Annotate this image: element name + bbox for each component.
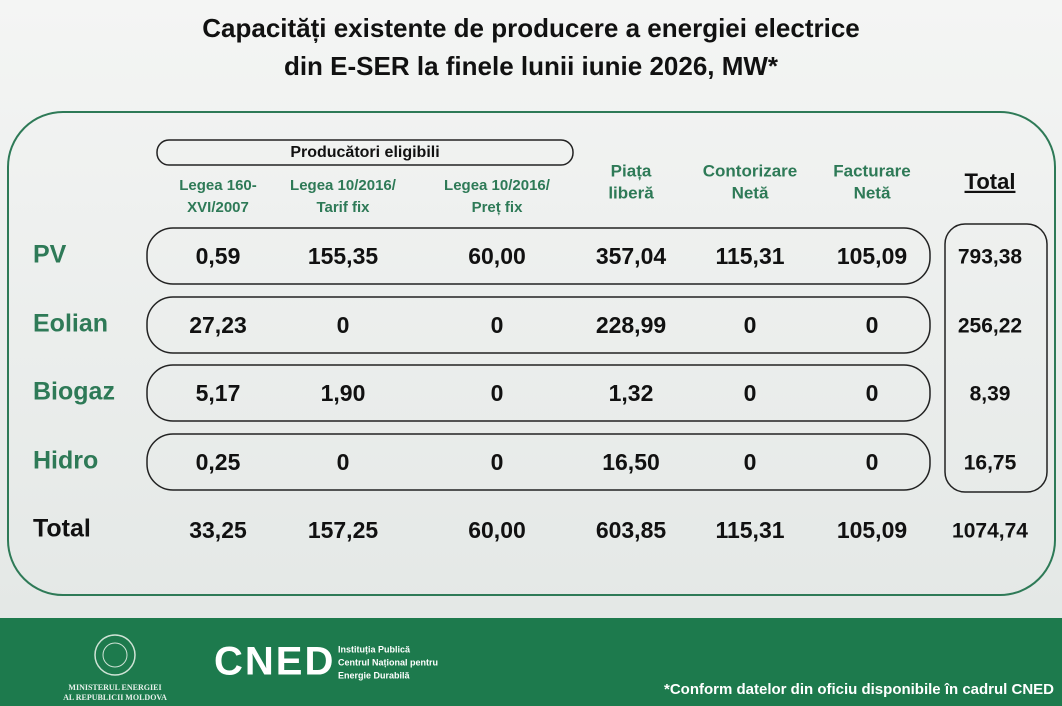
group-pill [156,139,574,166]
cned-logo: CNED [214,640,335,684]
column-header: Netă [732,183,769,202]
cell: 0 [866,312,879,338]
cell: 155,35 [308,243,379,269]
cell: 0 [491,449,504,475]
footer-band [0,618,1062,706]
column-header: Piața [611,161,652,180]
cell: 0 [866,449,879,475]
cell: 357,04 [596,243,667,269]
row-label: Biogaz [33,378,115,406]
total-cell: 1074,74 [952,520,1028,543]
institution-line: Energie Durabilă [338,670,411,680]
institution-line: Instituția Publică [338,644,411,654]
group-header: Producători eligibili [290,144,439,161]
background [0,0,1062,618]
cell: 0 [744,312,757,338]
cell: 256,22 [958,315,1022,338]
cell: 5,17 [196,380,241,406]
cell: 0 [744,449,757,475]
total-cell: 105,09 [837,517,907,543]
column-header: Total [965,169,1016,194]
cell: 0 [491,312,504,338]
total-cell: 603,85 [596,517,667,543]
total-cell: 157,25 [308,517,379,543]
row-pill [146,227,931,285]
cell: 8,39 [970,383,1011,406]
ministry-line: MINISTERUL ENERGIEI [68,683,161,692]
cell: 27,23 [189,312,247,338]
cell: 0 [744,380,757,406]
cell: 0 [337,449,350,475]
total-cell: 115,31 [715,517,784,543]
cell: 105,09 [837,243,907,269]
cell: 793,38 [958,246,1023,269]
panel [7,111,1056,596]
cell: 0 [337,312,350,338]
footnote: *Conform datelor din oficiu disponibile … [664,681,1054,698]
total-column-pill [944,223,1048,493]
title-line: din E-SER la finele lunii iunie 2026, MW… [284,51,779,81]
column-header: Preț fix [472,199,524,216]
cell: 115,31 [715,243,784,269]
column-header: Contorizare [703,161,797,180]
cell: 1,32 [609,380,654,406]
row-label: PV [33,241,67,269]
column-header: Legea 160- [179,177,257,194]
cell: 0 [491,380,504,406]
column-header: Legea 10/2016/ [290,177,397,194]
cell: 0,25 [196,449,241,475]
institution-line: Centrul Național pentru [338,657,438,667]
column-header: XVI/2007 [187,199,249,216]
cell: 1,90 [321,380,366,406]
cell: 16,50 [602,449,660,475]
emblem [94,634,136,676]
row-pill [146,296,931,354]
cell: 0 [866,380,879,406]
cell: 0,59 [196,243,241,269]
cell: 228,99 [596,312,666,338]
total-cell: 33,25 [189,517,247,543]
cell: 60,00 [468,243,526,269]
row-pill [146,433,931,491]
total-label: Total [33,515,91,543]
title-line: Capacități existente de producere a ener… [202,13,860,43]
column-header: Legea 10/2016/ [444,177,551,194]
total-cell: 60,00 [468,517,526,543]
column-header: Facturare [833,161,910,180]
cell: 16,75 [964,452,1017,475]
row-label: Hidro [33,447,98,475]
ministry-line: AL REPUBLICII MOLDOVA [63,693,167,702]
column-header: Netă [854,183,891,202]
column-header: liberă [608,183,654,202]
row-pill [146,364,931,422]
column-header: Tarif fix [316,199,370,216]
row-label: Eolian [33,310,108,338]
emblem-inner [102,642,128,668]
